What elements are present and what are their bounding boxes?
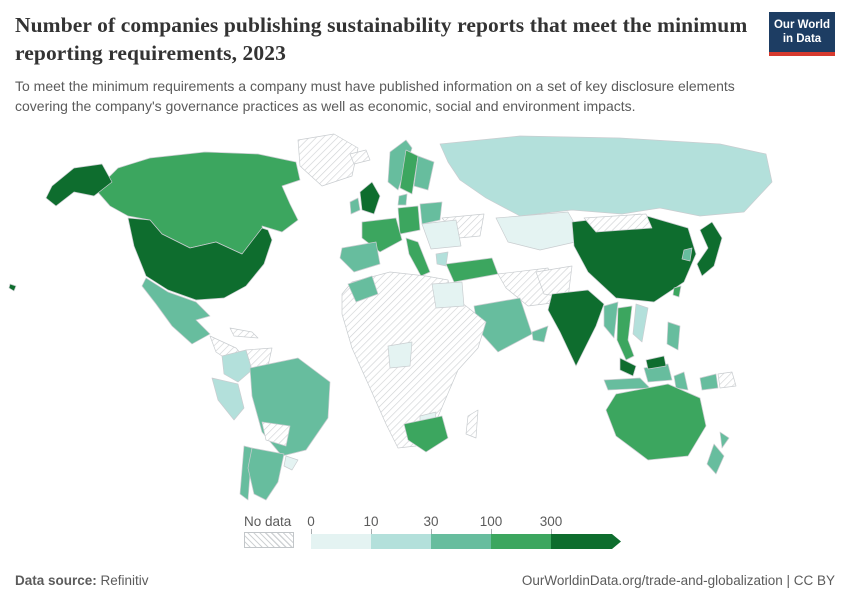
map-region-peru[interactable] bbox=[211, 377, 245, 421]
no-data-swatch bbox=[244, 532, 294, 548]
legend-bin-0-10[interactable] bbox=[311, 534, 371, 549]
map-region-poland[interactable] bbox=[419, 201, 443, 225]
map-region-malaysia-borneo[interactable] bbox=[645, 355, 667, 370]
map-region-iceland[interactable] bbox=[349, 149, 371, 165]
owid-logo[interactable]: Our World in Data bbox=[769, 12, 835, 56]
chart-footer: Data source: Refinitiv OurWorldinData.or… bbox=[15, 573, 835, 588]
legend-bin-10-30[interactable] bbox=[371, 534, 431, 549]
logo-line-2: in Data bbox=[782, 33, 822, 45]
map-region-malaysia[interactable] bbox=[619, 357, 637, 377]
data-source: Data source: Refinitiv bbox=[15, 573, 149, 588]
map-region-papua-new-guinea[interactable] bbox=[717, 371, 737, 389]
legend-tick bbox=[551, 529, 552, 534]
map-region-cuba[interactable] bbox=[229, 327, 259, 339]
legend-tick-label-2: 30 bbox=[423, 514, 439, 529]
map-region-greenland[interactable] bbox=[297, 133, 359, 187]
map-legend: No data 0 10 30 100 300 bbox=[244, 514, 623, 550]
legend-no-data[interactable]: No data bbox=[244, 514, 294, 548]
map-region-greece[interactable] bbox=[435, 251, 449, 267]
map-region-vietnam[interactable] bbox=[632, 303, 649, 343]
map-region-uruguay[interactable] bbox=[283, 455, 299, 471]
legend-color-bar bbox=[311, 534, 621, 549]
credit-line[interactable]: OurWorldinData.org/trade-and-globalizati… bbox=[521, 573, 835, 588]
map-region-united-states[interactable] bbox=[127, 217, 273, 301]
map-region-bolivia[interactable] bbox=[261, 421, 291, 447]
legend-bin-100-300[interactable] bbox=[491, 534, 551, 549]
map-region-madagascar[interactable] bbox=[465, 409, 479, 439]
map-region-kazakhstan[interactable] bbox=[495, 211, 585, 251]
map-region-japan[interactable] bbox=[696, 221, 723, 277]
map-region-indonesia-sumatra[interactable] bbox=[603, 377, 651, 391]
map-region-finland[interactable] bbox=[413, 155, 435, 191]
legend-tick bbox=[491, 529, 492, 534]
map-region-italy[interactable] bbox=[405, 237, 431, 277]
map-region-south-africa[interactable] bbox=[403, 415, 449, 453]
map-region-africa[interactable] bbox=[341, 271, 487, 449]
chart-header: Number of companies publishing sustainab… bbox=[0, 0, 850, 116]
chart-subtitle: To meet the minimum requirements a compa… bbox=[15, 77, 735, 115]
map-region-hawaii[interactable] bbox=[8, 283, 17, 292]
map-region-alaska[interactable] bbox=[45, 163, 113, 207]
legend-tick-label-0: 0 bbox=[307, 514, 315, 529]
map-region-brazil[interactable] bbox=[249, 357, 331, 457]
map-region-thailand[interactable] bbox=[616, 305, 635, 361]
no-data-label: No data bbox=[244, 514, 292, 529]
map-region-nigeria[interactable] bbox=[387, 341, 413, 369]
map-region-chile[interactable] bbox=[239, 445, 253, 501]
map-region-myanmar[interactable] bbox=[603, 301, 619, 339]
map-region-ireland[interactable] bbox=[349, 197, 361, 215]
page-title: Number of companies publishing sustainab… bbox=[15, 13, 748, 65]
legend-tick bbox=[371, 529, 372, 534]
map-region-united-kingdom[interactable] bbox=[359, 181, 381, 215]
map-region-denmark[interactable] bbox=[397, 193, 408, 206]
map-region-eastern-europe[interactable] bbox=[421, 219, 462, 250]
map-region-china[interactable] bbox=[571, 213, 697, 303]
legend-tick-label-1: 10 bbox=[363, 514, 379, 529]
legend-color-scale[interactable]: 0 10 30 100 300 bbox=[307, 514, 623, 550]
map-region-new-zealand-north[interactable] bbox=[719, 431, 730, 449]
map-region-new-zealand-south[interactable] bbox=[706, 443, 725, 475]
map-region-sweden[interactable] bbox=[399, 149, 419, 195]
map-region-egypt[interactable] bbox=[431, 281, 465, 309]
map-region-mexico[interactable] bbox=[141, 277, 211, 345]
legend-bin-300-plus-arrow[interactable] bbox=[551, 534, 621, 549]
map-region-morocco[interactable] bbox=[347, 275, 379, 303]
data-source-label: Data source: bbox=[15, 573, 97, 588]
map-region-australia[interactable] bbox=[605, 383, 707, 461]
map-region-papua-west[interactable] bbox=[699, 373, 719, 391]
data-source-value: Refinitiv bbox=[100, 573, 149, 588]
map-region-mongolia[interactable] bbox=[583, 213, 653, 233]
map-region-philippines[interactable] bbox=[666, 321, 681, 351]
header-text: Number of companies publishing sustainab… bbox=[15, 12, 769, 116]
map-region-turkey[interactable] bbox=[445, 257, 499, 283]
map-region-india[interactable] bbox=[547, 289, 605, 367]
legend-tick-label-4: 300 bbox=[539, 514, 563, 529]
logo-line-1: Our World bbox=[773, 18, 830, 31]
map-region-argentina[interactable] bbox=[247, 447, 285, 501]
world-choropleth-map[interactable] bbox=[0, 128, 850, 508]
map-region-russia[interactable] bbox=[439, 135, 773, 217]
legend-bin-30-100[interactable] bbox=[431, 534, 491, 549]
legend-tick bbox=[431, 529, 432, 534]
map-region-indonesia-sulawesi[interactable] bbox=[673, 371, 689, 391]
world-map-svg bbox=[8, 133, 773, 501]
map-region-colombia[interactable] bbox=[221, 349, 253, 383]
legend-tick bbox=[311, 529, 312, 534]
map-region-south-korea[interactable] bbox=[681, 247, 693, 262]
map-region-gulf-states[interactable] bbox=[531, 325, 549, 343]
legend-tick-label-3: 100 bbox=[479, 514, 503, 529]
map-region-taiwan[interactable] bbox=[672, 285, 682, 298]
map-region-germany[interactable] bbox=[397, 205, 421, 235]
map-region-spain[interactable] bbox=[339, 241, 381, 273]
